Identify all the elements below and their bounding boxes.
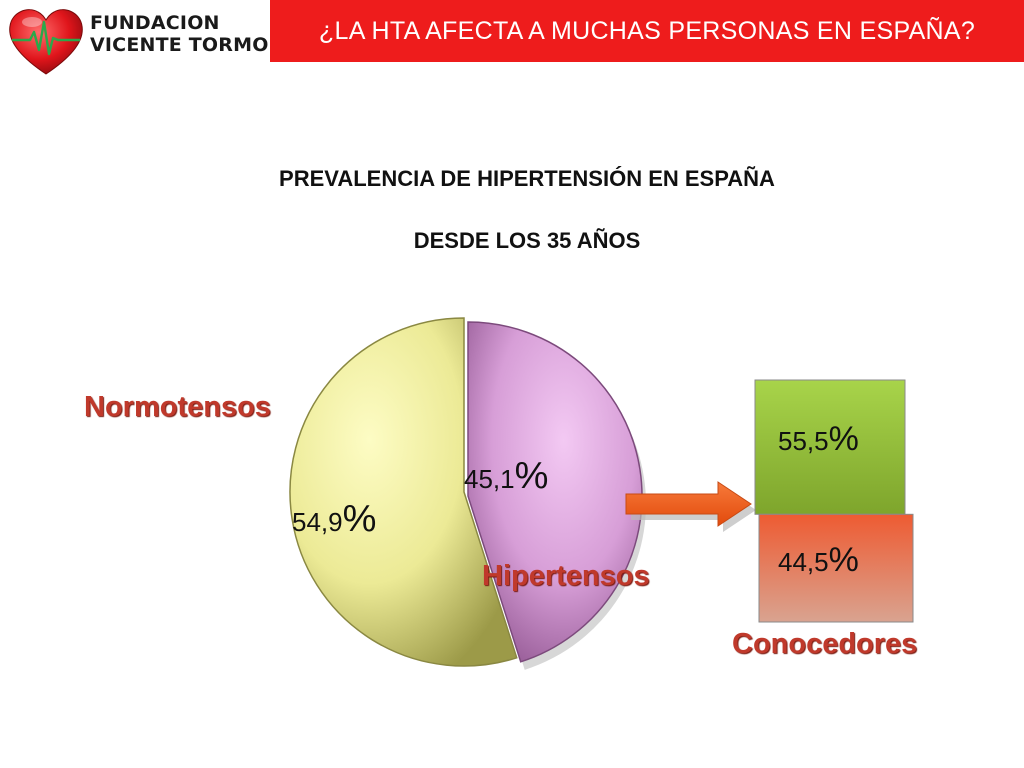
pie-slice-hipertensos — [467, 321, 643, 663]
heart-ecg-icon — [9, 9, 83, 75]
slide-title: ¿LA HTA AFECTA A MUCHAS PERSONAS EN ESPA… — [318, 16, 976, 45]
percent-sign: % — [342, 498, 377, 540]
logo-line-1: FUNDACION — [90, 12, 220, 34]
hipertensos-value: 45,1% — [464, 455, 548, 498]
bar-segment-conocedores-bottom — [758, 513, 914, 623]
hipertensos-value-number: 45,1 — [464, 464, 515, 494]
bar-bottom-value-number: 44,5 — [778, 547, 829, 577]
percent-sign: % — [828, 541, 859, 579]
slide-title-bar: ¿LA HTA AFECTA A MUCHAS PERSONAS EN ESPA… — [270, 0, 1024, 62]
percent-sign: % — [828, 420, 859, 458]
logo-line-2: VICENTE TORMO — [90, 34, 269, 56]
chart-subtitle: DESDE LOS 35 AÑOS — [413, 228, 641, 253]
percent-sign: % — [514, 455, 549, 497]
bar-segment-conocedores-top — [754, 379, 906, 515]
conocedores-value-bottom: 44,5% — [778, 541, 859, 580]
normotensos-label: Normotensos — [84, 391, 271, 423]
hipertensos-label: Hipertensos — [482, 560, 650, 592]
chart-title: PREVALENCIA DE HIPERTENSIÓN EN ESPAÑA — [279, 166, 775, 191]
conocedores-value-top: 55,5% — [778, 420, 859, 459]
normotensos-value: 54,9% — [292, 498, 376, 541]
pie-slice-normotensos — [289, 317, 518, 667]
normotensos-value-number: 54,9 — [292, 507, 343, 537]
bar-top-value-number: 55,5 — [778, 426, 829, 456]
arrow-icon — [625, 481, 752, 527]
conocedores-label: Conocedores — [732, 628, 918, 660]
foundation-logo: FUNDACION VICENTE TORMO — [6, 4, 268, 78]
